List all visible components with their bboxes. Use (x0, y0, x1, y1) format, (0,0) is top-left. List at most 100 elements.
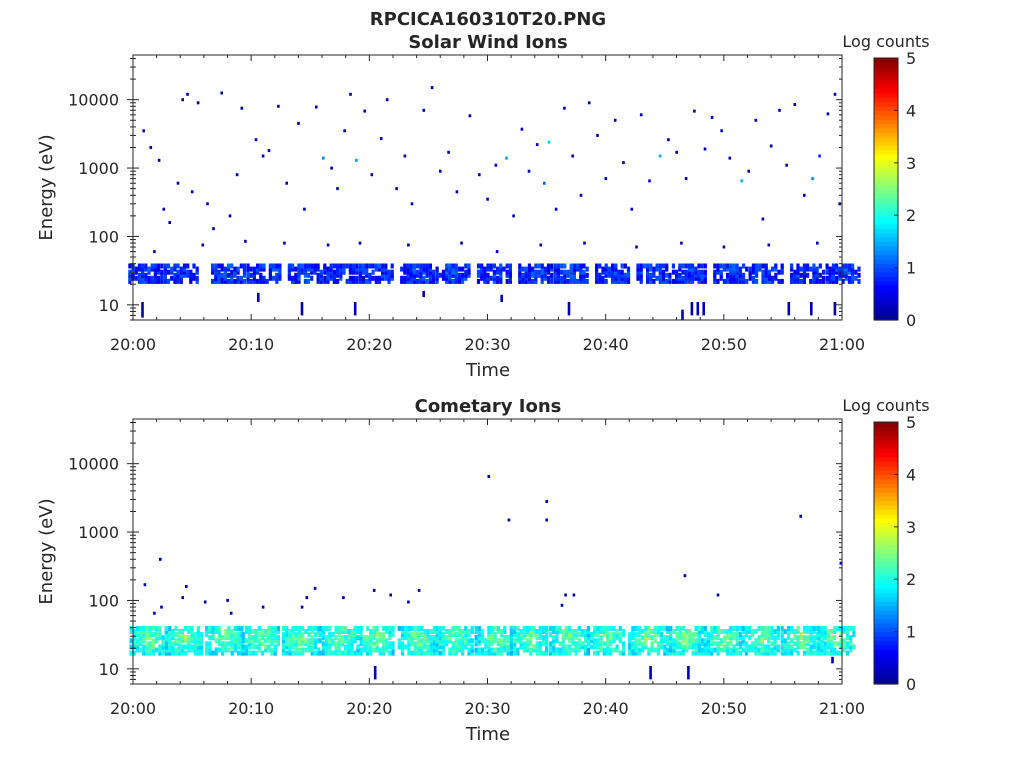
heatmap-cell (441, 638, 446, 644)
heatmap-cell (681, 275, 685, 281)
heatmap-cell (628, 638, 632, 644)
heatmap-cell (208, 626, 212, 631)
heatmap-cell (729, 641, 733, 647)
heatmap-cell (180, 638, 185, 644)
heatmap-cell (815, 626, 819, 631)
heatmap-cell (831, 269, 835, 275)
heatmap-cell (294, 647, 298, 653)
heatmap-cell (233, 641, 237, 647)
heatmap-cell (246, 269, 250, 275)
heatmap-cell (190, 638, 194, 644)
solar-wind-x-axis-label: Time (465, 360, 510, 381)
heatmap-cell (541, 638, 546, 644)
heatmap-cell (812, 626, 816, 631)
heatmap-cell (582, 272, 586, 278)
heatmap-cell (703, 147, 707, 151)
heatmap-cell (464, 275, 468, 281)
heatmap-cell (751, 632, 755, 638)
heatmap-cell (577, 626, 581, 631)
heatmap-cell (508, 278, 512, 284)
heatmap-cell (500, 632, 504, 638)
heatmap-cell (569, 272, 573, 278)
heatmap-cell (321, 650, 325, 656)
colorbar-segment (874, 605, 898, 611)
heatmap-cell (671, 278, 675, 284)
heatmap-cell (678, 644, 682, 650)
heatmap-cell (484, 650, 488, 656)
heatmap-cell (151, 626, 155, 631)
heatmap-cell (646, 272, 650, 278)
heatmap-cell (144, 272, 148, 278)
heatmap-cell (828, 272, 832, 278)
heatmap-cell (448, 263, 452, 269)
heatmap-cell (483, 272, 487, 278)
heatmap-cell (403, 269, 407, 275)
heatmap-cell (407, 647, 411, 653)
heatmap-cell (223, 266, 227, 272)
colorbar-segment (874, 258, 898, 264)
heatmap-cell (409, 263, 413, 269)
heatmap-cell (239, 278, 243, 284)
heatmap-cell (208, 647, 212, 653)
heatmap-cell (828, 269, 832, 275)
heatmap-cell (626, 266, 631, 272)
heatmap-cell (316, 275, 320, 281)
heatmap-cell (716, 263, 720, 269)
heatmap-cell (809, 650, 813, 656)
heatmap-cell (477, 632, 481, 638)
heatmap-cell (564, 629, 569, 634)
heatmap-cell (631, 632, 635, 638)
heatmap-cell (732, 644, 736, 650)
heatmap-cell (375, 638, 379, 644)
heatmap-cell (487, 650, 491, 656)
colorbar-tick-label: 3 (906, 154, 916, 173)
heatmap-cell (211, 263, 215, 269)
heatmap-cell (552, 650, 556, 656)
heatmap-cell (713, 269, 717, 275)
heatmap-cell (790, 629, 794, 634)
heatmap-cell (233, 635, 237, 641)
heatmap-cell (639, 266, 643, 272)
heatmap-cell (137, 278, 141, 284)
heatmap-cell (147, 266, 151, 272)
heatmap-cell (390, 275, 394, 281)
heatmap-cell (137, 272, 141, 278)
heatmap-cell (356, 629, 360, 634)
heatmap-cell (176, 269, 180, 275)
heatmap-cell (799, 632, 803, 638)
heatmap-cell (684, 269, 688, 275)
heatmap-cell (687, 269, 691, 275)
colorbar-segment (874, 197, 898, 203)
heatmap-cell (461, 278, 465, 284)
heatmap-cell (342, 263, 346, 269)
heatmap-cell (142, 632, 146, 638)
heatmap-cell (454, 632, 458, 638)
heatmap-cell (593, 629, 597, 634)
heatmap-cell (457, 272, 461, 278)
heatmap-streak (257, 292, 260, 302)
heatmap-cell (297, 647, 301, 653)
colorbar-segment (874, 439, 898, 445)
heatmap-cell (757, 647, 761, 653)
heatmap-cell (477, 635, 481, 641)
heatmap-cell (697, 635, 701, 641)
heatmap-cell (193, 647, 197, 653)
heatmap-cell (377, 278, 381, 284)
heatmap-cell (337, 629, 341, 634)
heatmap-cell (141, 275, 145, 281)
heatmap-cell (321, 632, 325, 638)
cometary-y-axis-label: Energy (eV) (36, 498, 57, 604)
heatmap-cell (541, 626, 546, 631)
heatmap-cell (786, 650, 791, 656)
heatmap-cell (252, 266, 256, 272)
colorbar-segment (874, 640, 898, 646)
heatmap-cell (480, 269, 484, 275)
heatmap-cell (656, 632, 660, 638)
heatmap-cell (451, 278, 455, 284)
heatmap-cell (252, 278, 256, 284)
heatmap-cell (806, 263, 810, 269)
heatmap-cell (546, 278, 551, 284)
heatmap-cell (487, 632, 491, 638)
heatmap-cell (217, 272, 221, 278)
heatmap-cell (151, 644, 155, 650)
